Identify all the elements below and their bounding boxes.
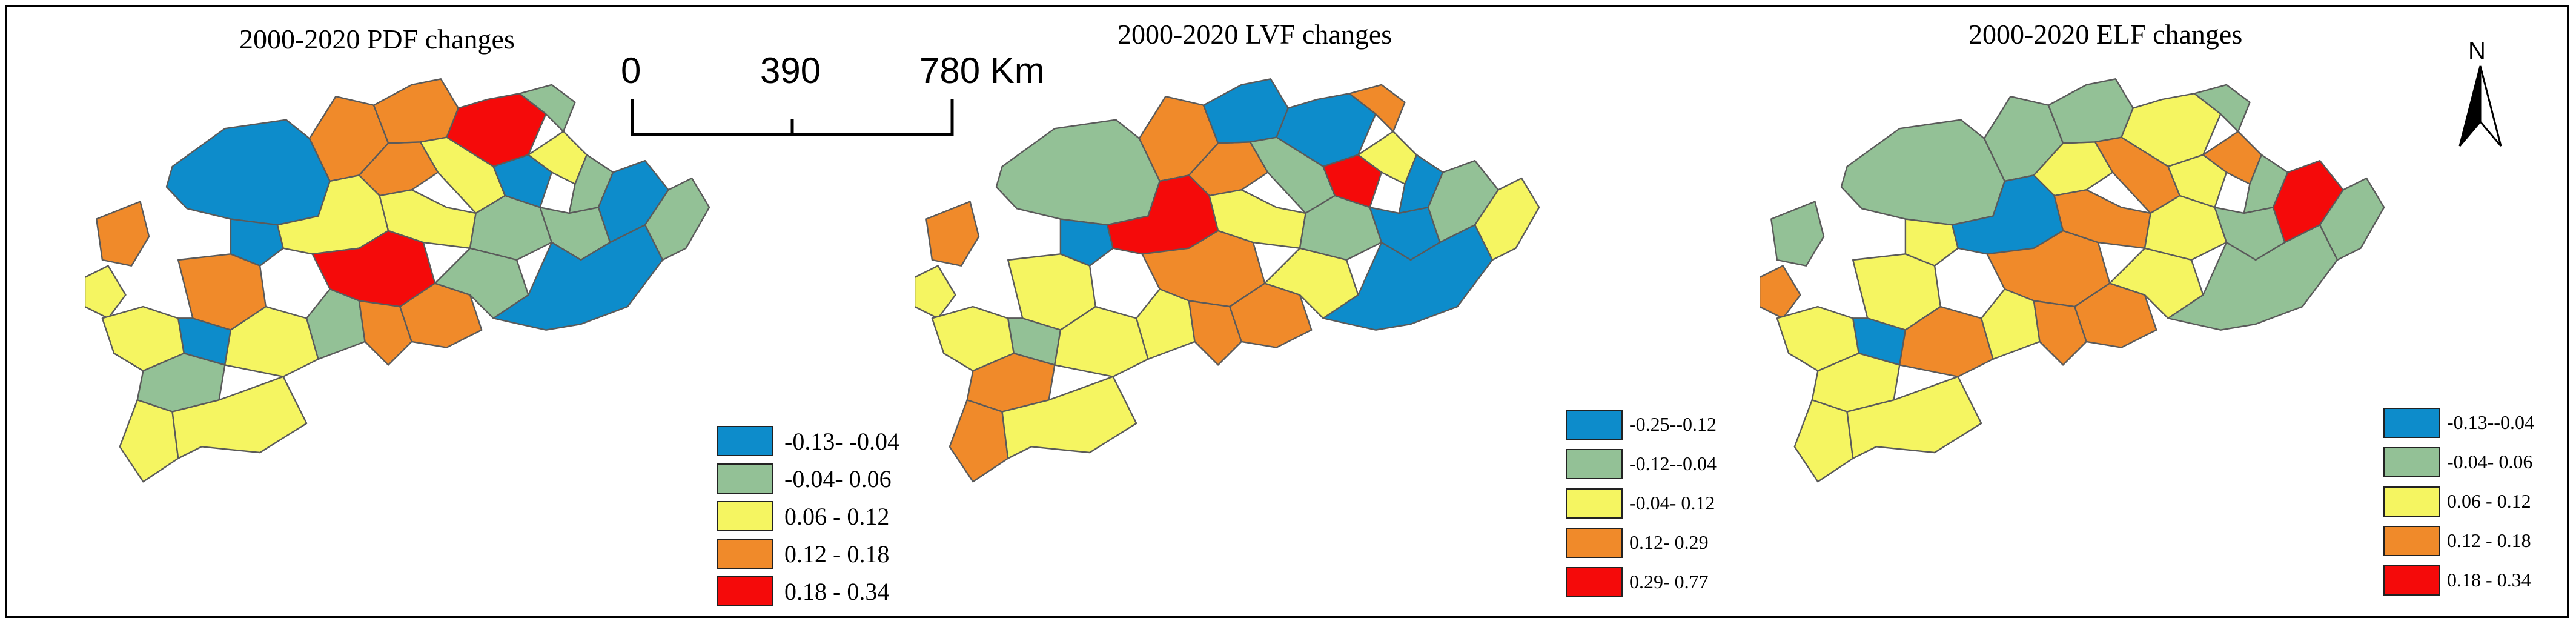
elf-map — [1760, 78, 2385, 483]
lvf-region — [949, 399, 1009, 483]
legend-swatch — [1566, 528, 1623, 558]
legend-swatch — [717, 501, 773, 531]
pdf-region — [644, 177, 710, 261]
legend-label: 0.29- 0.77 — [1629, 571, 1709, 592]
lvf-region — [1322, 154, 1383, 208]
legend-label: -0.13--0.04 — [2447, 411, 2534, 433]
legend-swatch — [717, 539, 773, 569]
pdf-region — [305, 288, 366, 360]
legend-swatch — [2383, 408, 2440, 438]
pdf-region — [518, 84, 576, 133]
lvf-map-title: 2000-2020 LVF changes — [1117, 19, 1392, 50]
pdf-region — [85, 265, 127, 319]
pdf-region — [171, 376, 308, 459]
lvf-region — [995, 119, 1161, 226]
legend-label: 0.12- 0.29 — [1629, 531, 1709, 553]
legend-label: 0.06 - 0.12 — [2447, 490, 2531, 512]
legend-label: 0.18 - 0.34 — [2447, 569, 2531, 591]
legend-label: 0.12 - 0.18 — [784, 540, 890, 568]
lvf-region — [915, 265, 956, 319]
elf-map-title: 2000-2020 ELF changes — [1968, 19, 2243, 50]
lvf-region — [1202, 78, 1289, 144]
scale-label-390: 390 — [760, 50, 821, 91]
elf-region — [2319, 177, 2385, 261]
elf-region — [1980, 288, 2041, 360]
legend-swatch — [2383, 565, 2440, 596]
scale-bar-line — [631, 99, 954, 136]
scale-label-780: 780 Km — [919, 50, 1045, 91]
elf-region — [2193, 84, 2251, 133]
north-arrow-icon — [2458, 65, 2502, 147]
pdf-map-title: 2000-2020 PDF changes — [239, 24, 515, 55]
legend-swatch — [2383, 486, 2440, 517]
elf-region — [2047, 78, 2134, 144]
legend-swatch — [1566, 567, 1623, 597]
legend-label: -0.12--0.04 — [1629, 453, 1717, 474]
lvf-region — [1188, 300, 1242, 366]
lvf-region — [1135, 288, 1196, 360]
legend-label: 0.18 - 0.34 — [784, 578, 890, 605]
legend-swatch — [1566, 449, 1623, 479]
legend-label: 0.06 - 0.12 — [784, 503, 890, 530]
elf-region — [1904, 218, 1959, 267]
pdf-region — [165, 119, 331, 226]
legend-swatch — [2383, 526, 2440, 556]
legend-label: 0.12 - 0.18 — [2447, 529, 2531, 551]
legend-swatch — [717, 426, 773, 456]
elf-region — [1770, 201, 1825, 267]
pdf-map — [85, 78, 710, 483]
legend-swatch — [717, 463, 773, 494]
pdf-region — [492, 154, 553, 208]
pdf-region — [358, 300, 412, 366]
legend-label: -0.04- 0.06 — [2447, 451, 2533, 473]
pdf-region — [230, 218, 284, 267]
elf-region — [2033, 300, 2087, 366]
legend-swatch — [2383, 447, 2440, 477]
elf-region — [1840, 119, 2005, 226]
legend-label: -0.04- 0.12 — [1629, 492, 1715, 514]
legend-swatch — [1566, 410, 1623, 440]
scale-label-0: 0 — [621, 50, 641, 91]
legend-label: -0.04- 0.06 — [784, 465, 892, 493]
legend-swatch — [717, 576, 773, 606]
elf-region — [1760, 265, 1801, 319]
pdf-region — [372, 78, 459, 144]
lvf-region — [925, 201, 980, 267]
legend-swatch — [1566, 488, 1623, 519]
pdf-region — [119, 399, 179, 483]
legend-label: -0.13- -0.04 — [784, 428, 899, 455]
lvf-region — [1001, 376, 1137, 459]
lvf-region — [1474, 177, 1540, 261]
lvf-region — [1348, 84, 1406, 133]
elf-region — [2167, 154, 2228, 208]
lvf-region — [1059, 218, 1114, 267]
north-label: N — [2468, 38, 2486, 64]
elf-region — [1846, 376, 1982, 459]
pdf-region — [96, 201, 150, 267]
figure-frame — [5, 5, 2569, 618]
elf-region — [1793, 399, 1854, 483]
lvf-map — [915, 78, 1540, 483]
legend-label: -0.25--0.12 — [1629, 413, 1717, 435]
